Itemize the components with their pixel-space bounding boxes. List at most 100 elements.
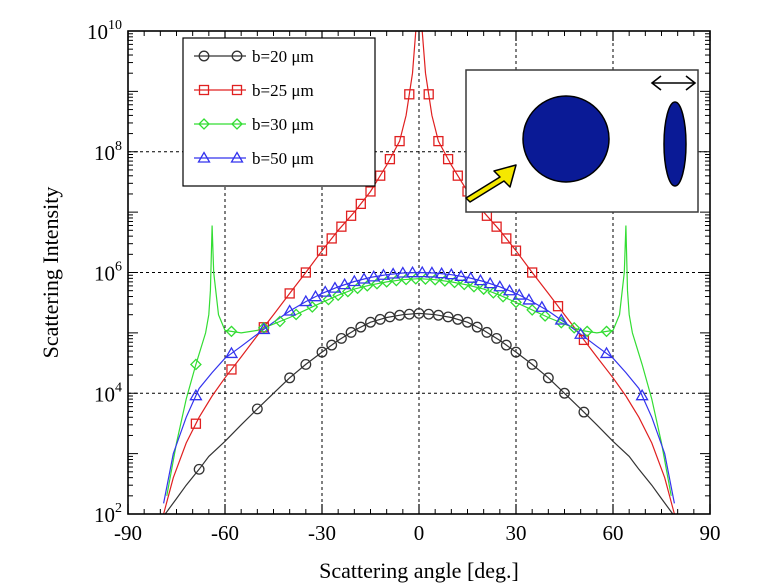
data-point-triangle bbox=[502, 283, 517, 296]
data-point-diamond bbox=[371, 277, 383, 290]
data-point-circle bbox=[471, 321, 483, 333]
x-tick-label: -30 bbox=[308, 521, 336, 545]
data-point-diamond bbox=[322, 293, 335, 306]
data-point-square bbox=[452, 170, 463, 181]
inset-illustration bbox=[465, 69, 699, 213]
x-tick-label: -90 bbox=[114, 521, 142, 545]
data-point-square bbox=[433, 135, 444, 147]
data-point-triangle bbox=[283, 304, 297, 316]
data-point-triangle bbox=[554, 313, 568, 325]
data-point-diamond bbox=[581, 325, 594, 338]
data-point-triangle bbox=[599, 346, 614, 359]
data-point-triangle bbox=[405, 265, 420, 278]
data-point-triangle bbox=[522, 293, 536, 305]
data-point-triangle bbox=[535, 300, 549, 312]
axis-ticks: -90 -60 -30 0 30 60 90 102 104 106 108 1010 bbox=[87, 18, 721, 545]
data-point-triangle bbox=[376, 268, 391, 280]
data-point-circle bbox=[316, 346, 328, 358]
series-markers bbox=[189, 89, 649, 475]
data-point-circle bbox=[559, 387, 570, 399]
series-line-0 bbox=[164, 312, 674, 515]
legend-marker bbox=[198, 84, 210, 96]
legend-marker bbox=[231, 50, 243, 62]
y-axis-title: Scattering Intensity bbox=[38, 187, 63, 359]
legend-box bbox=[182, 37, 376, 187]
data-point-triangle bbox=[224, 346, 239, 359]
data-point-diamond bbox=[225, 325, 238, 338]
data-point-diamond bbox=[526, 304, 539, 316]
data-point-diamond bbox=[390, 274, 403, 287]
legend-label: b=20 μm bbox=[252, 47, 314, 66]
data-point-square bbox=[384, 153, 396, 165]
y-tick-label: 108 bbox=[94, 139, 122, 165]
double-arrow-icon bbox=[650, 75, 697, 91]
legend-marker bbox=[197, 151, 211, 163]
data-point-square bbox=[326, 233, 337, 244]
data-point-triangle bbox=[512, 288, 526, 300]
data-point-triangle bbox=[435, 266, 449, 279]
series-line-2 bbox=[166, 225, 672, 496]
legend-label: b=25 μm bbox=[252, 81, 314, 100]
data-point-triangle bbox=[464, 271, 478, 283]
data-point-square bbox=[336, 221, 347, 232]
data-point-circle bbox=[542, 372, 554, 384]
legend-label: b=30 μm bbox=[252, 115, 314, 134]
data-point-square bbox=[345, 210, 357, 221]
legend-marker bbox=[231, 84, 243, 96]
data-point-circle bbox=[452, 313, 464, 325]
data-point-circle bbox=[442, 311, 454, 323]
data-point-diamond bbox=[290, 308, 303, 321]
data-point-circle bbox=[335, 332, 347, 344]
data-point-square bbox=[300, 267, 311, 278]
x-tick-label: 60 bbox=[603, 521, 624, 545]
data-point-circle bbox=[284, 372, 296, 384]
data-point-circle bbox=[578, 406, 590, 418]
data-point-diamond bbox=[400, 273, 412, 286]
x-tick-label: 0 bbox=[414, 521, 425, 545]
y-tick-label: 1010 bbox=[87, 18, 122, 44]
data-point-triangle bbox=[425, 266, 439, 278]
data-point-triangle bbox=[318, 285, 332, 297]
data-point-square bbox=[501, 233, 512, 244]
data-point-diamond bbox=[274, 315, 286, 328]
data-point-square bbox=[491, 221, 502, 232]
data-point-triangle bbox=[635, 388, 649, 401]
data-point-circle bbox=[193, 463, 205, 475]
y-tick-label: 104 bbox=[94, 380, 122, 406]
data-point-circle bbox=[491, 332, 503, 344]
x-axis-title: Scattering angle [deg.] bbox=[319, 558, 519, 583]
data-point-circle bbox=[355, 321, 367, 333]
data-point-triangle bbox=[328, 281, 342, 293]
data-point-diamond bbox=[539, 310, 552, 322]
data-point-circle bbox=[374, 313, 386, 325]
data-point-diamond bbox=[351, 282, 364, 295]
data-point-triangle bbox=[299, 294, 313, 307]
data-point-square bbox=[552, 301, 564, 312]
data-point-square bbox=[404, 89, 415, 100]
legend-marker bbox=[198, 50, 210, 62]
data-point-diamond bbox=[189, 358, 202, 371]
data-point-triangle bbox=[308, 289, 323, 302]
data-point-square bbox=[527, 267, 538, 278]
data-point-diamond bbox=[332, 289, 345, 302]
data-point-triangle bbox=[338, 277, 352, 290]
data-point-triangle bbox=[473, 273, 488, 286]
y-tick-label: 106 bbox=[94, 260, 122, 286]
data-point-triangle bbox=[574, 327, 588, 339]
legend: b=20 μm b=25 μm b=30 μm b=50 μm bbox=[182, 37, 376, 187]
x-tick-label: 30 bbox=[506, 521, 527, 545]
data-point-diamond bbox=[341, 285, 354, 298]
data-point-diamond bbox=[380, 275, 393, 288]
data-point-triangle bbox=[367, 270, 381, 282]
data-point-square bbox=[375, 170, 386, 181]
data-point-circle bbox=[345, 326, 357, 338]
legend-marker bbox=[198, 118, 210, 130]
data-point-circle bbox=[365, 316, 376, 328]
data-point-circle bbox=[300, 358, 312, 370]
disc-shape bbox=[663, 101, 687, 187]
data-point-triangle bbox=[444, 267, 458, 280]
legend-marker bbox=[230, 151, 244, 163]
legend-marker bbox=[231, 118, 243, 130]
data-point-triangle bbox=[386, 267, 400, 279]
